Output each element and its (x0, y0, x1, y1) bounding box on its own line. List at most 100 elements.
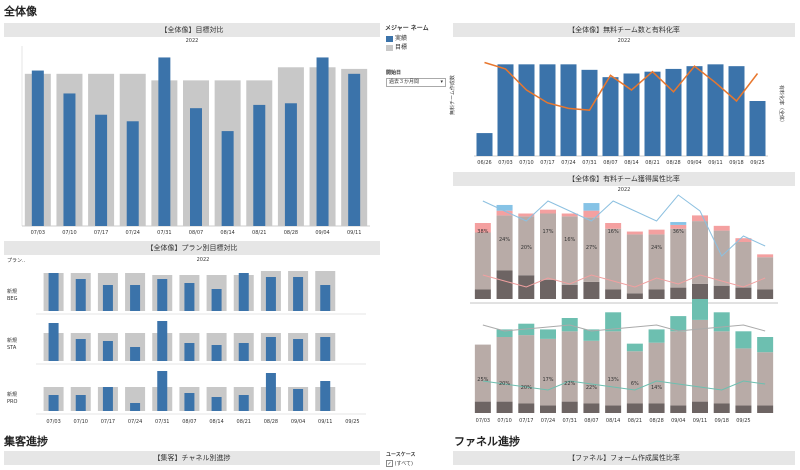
x-tick-label: 07/10 (74, 419, 88, 425)
attribute-bar-segment (713, 312, 730, 332)
attribute-bar-segment (518, 213, 535, 217)
attribute-bar-segment (648, 329, 665, 343)
attribute-bar-segment (670, 287, 687, 299)
acquisition-section-title: 集客進捗 (4, 435, 48, 448)
attribute-bar-segment (626, 234, 643, 294)
attribute-bar-segment (474, 223, 491, 233)
attribute-bar-segment (561, 284, 578, 299)
attribute-bar-segment (540, 329, 556, 339)
x-tick-label: 08/28 (649, 418, 663, 424)
attribute-bar-segment (735, 348, 752, 406)
plan-actual-bar (238, 343, 249, 361)
attribute-bar-segment (757, 257, 774, 290)
plan-target-chart: 07/03 07/10 07/17 07/24 07/31 08/07 08/14 08/21… (36, 271, 366, 425)
actual-bar (348, 73, 361, 227)
attribute-bar-segment (757, 289, 774, 299)
attribute-bar-segment (626, 403, 643, 413)
free-teams-bar (686, 66, 703, 156)
legend-label-target: 目標 (395, 44, 408, 51)
attribute-bar-segment (540, 209, 556, 214)
attribute-bar-segment (713, 285, 730, 299)
bottom-data-label: 20% (499, 381, 510, 387)
legend-item-target[interactable]: 目標 (386, 42, 407, 51)
plan-actual-bar (265, 277, 276, 311)
top-data-label: 38% (477, 229, 488, 235)
x-tick-label: 07/31 (157, 230, 171, 236)
form-attribute-chart-title: 【ファネル】フォーム作成属性比率 (453, 451, 795, 465)
x-tick-label: 09/04 (671, 418, 685, 424)
x-tick-label: 08/28 (264, 419, 278, 425)
start-date-select[interactable]: 過去３か月間 ▾ (386, 78, 446, 87)
plan-actual-bar (102, 285, 113, 311)
attribute-bar-segment (605, 331, 622, 406)
target-vs-actual-chart: 07/03 07/10 07/17 07/24 07/31 08/07 08/14 08/21… (21, 46, 370, 236)
x-tick-label: 07/17 (540, 160, 554, 166)
legend-swatch-target (386, 44, 393, 51)
x-tick-label: 08/21 (252, 230, 266, 236)
attribute-bar-segment (692, 401, 708, 413)
free-teams-bar (707, 64, 724, 156)
plan-row-label-pro: 新規 PRO (7, 392, 17, 406)
attribute-bar-segment (626, 351, 643, 404)
attribute-bar-segment (561, 331, 578, 402)
check-icon: ✓ (386, 460, 393, 467)
x-tick-label: 09/04 (687, 160, 701, 166)
attribute-bar-segment (757, 337, 774, 353)
attribute-chart-year: 2022 (617, 187, 631, 193)
attribute-bar-segment (540, 213, 556, 280)
attribute-bar-segment (496, 204, 513, 211)
start-date-label: 開始日 (386, 70, 402, 76)
plan-actual-bar (184, 393, 195, 411)
x-tick-label: 08/21 (237, 419, 251, 425)
attribute-bar-segment (583, 281, 600, 299)
legend-item-actual[interactable]: 実績 (386, 33, 407, 42)
attribute-bar-segment (626, 293, 643, 299)
blue-trend-line (482, 194, 766, 257)
attribute-bar-segment (735, 238, 752, 242)
x-tick-label: 09/04 (315, 230, 329, 236)
plan-row-pro-line2: PRO (7, 399, 18, 405)
free-teams-bar (539, 64, 556, 156)
free-teams-bar (749, 101, 766, 156)
attribute-bar-segment (518, 403, 535, 413)
plan-row-beg-line1: 新規 (7, 289, 18, 295)
x-tick-label: 07/17 (94, 230, 108, 236)
bottom-data-label: 25% (477, 377, 488, 383)
plan-row-beg-line2: BEG (7, 296, 18, 302)
plan-chart-year: 2022 (196, 257, 210, 263)
attribute-bar-segment (670, 316, 687, 332)
x-tick-label: 07/10 (62, 230, 76, 236)
attribute-bar-segment (540, 280, 556, 299)
start-date-value: 過去３か月間 (389, 79, 420, 85)
attribute-bar-segment (670, 405, 687, 413)
attribute-bar-segment (561, 213, 578, 217)
x-tick-label: 08/14 (624, 160, 638, 166)
x-tick-label: 08/14 (220, 230, 234, 236)
plan-actual-bar (320, 381, 331, 411)
x-tick-label: 07/03 (498, 160, 512, 166)
plan-actual-bar (157, 321, 168, 361)
usecase-label: ユースケース (386, 452, 416, 458)
top-data-label: 36% (673, 229, 684, 235)
plan-row-pro-line1: 新規 (7, 392, 18, 398)
plan-actual-bar (157, 371, 168, 411)
attribute-bar-segment (561, 401, 578, 413)
x-tick-label: 07/10 (497, 418, 511, 424)
plan-actual-bar (293, 389, 304, 411)
x-tick-label: 09/11 (347, 230, 361, 236)
free-teams-bar (518, 64, 535, 156)
attribute-bar-segment (518, 335, 535, 404)
actual-bar (158, 57, 171, 226)
bottom-data-label: 13% (608, 377, 619, 383)
usecase-all-label: (すべて) (394, 461, 413, 467)
plan-actual-bar (320, 285, 331, 311)
attribute-bar-segment (496, 215, 513, 271)
attribute-bar-segment (583, 203, 600, 211)
x-tick-label: 09/18 (715, 418, 729, 424)
attribute-bar-segment (474, 232, 491, 290)
usecase-all-checkbox[interactable]: ✓ (すべて) (386, 460, 413, 467)
plan-actual-bar (320, 337, 331, 361)
free-teams-bar (644, 71, 661, 156)
attribute-bar-segment (474, 289, 491, 299)
x-tick-label: 07/03 (31, 230, 45, 236)
